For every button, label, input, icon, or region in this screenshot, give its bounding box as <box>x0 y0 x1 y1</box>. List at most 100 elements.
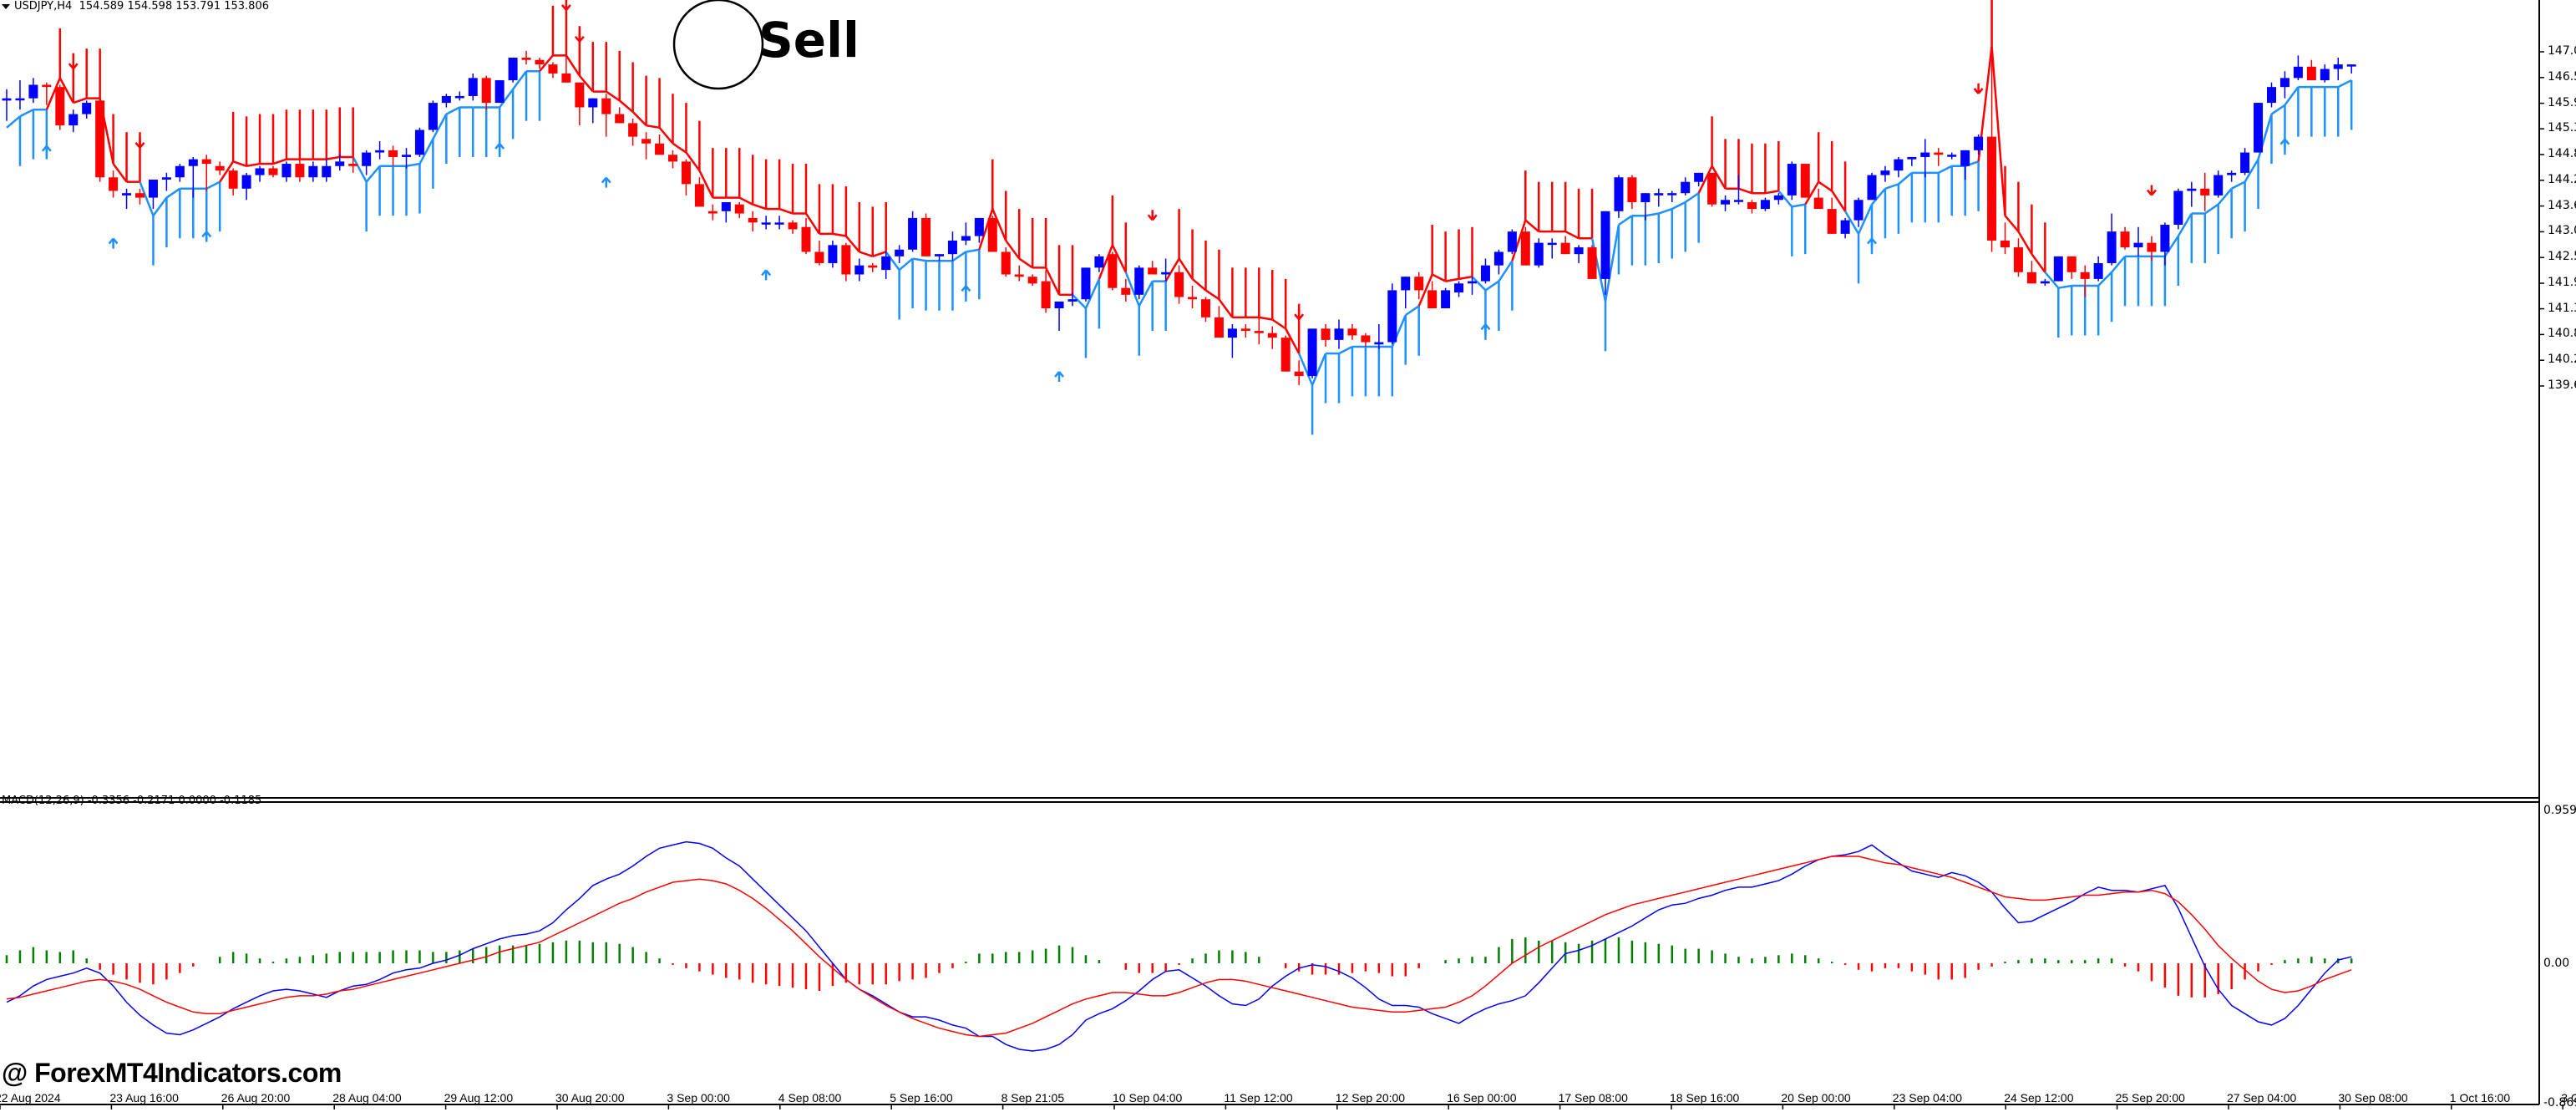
collapse-triangle-icon[interactable] <box>2 3 10 9</box>
candle-body[interactable] <box>2120 231 2130 248</box>
candle-body[interactable] <box>1707 172 1717 205</box>
candle-body[interactable] <box>1627 177 1637 202</box>
candle-body[interactable] <box>322 165 332 178</box>
candle-body[interactable] <box>201 159 211 165</box>
candle-body[interactable] <box>641 139 652 144</box>
candle-body[interactable] <box>1654 193 1664 195</box>
candle-body[interactable] <box>1974 136 1984 150</box>
candle-body[interactable] <box>1587 247 1597 279</box>
candle-body[interactable] <box>881 256 891 271</box>
candle-body[interactable] <box>15 98 25 101</box>
candle-body[interactable] <box>895 249 905 256</box>
candle-body[interactable] <box>82 103 92 114</box>
candle-body[interactable] <box>1987 136 1997 241</box>
candle-body[interactable] <box>2013 247 2023 272</box>
candle-body[interactable] <box>1254 331 1264 333</box>
candle-body[interactable] <box>561 73 571 83</box>
candle-body[interactable] <box>655 143 665 155</box>
candle-body[interactable] <box>362 152 372 166</box>
candle-body[interactable] <box>1667 193 1677 195</box>
candle-body[interactable] <box>135 193 145 198</box>
candle-body[interactable] <box>1441 290 1451 309</box>
candle-body[interactable] <box>1934 152 1944 155</box>
candle-body[interactable] <box>1201 299 1210 317</box>
candle-body[interactable] <box>1773 195 1783 201</box>
candle-body[interactable] <box>268 168 278 175</box>
candle-body[interactable] <box>2267 87 2276 104</box>
candle-body[interactable] <box>2053 256 2063 282</box>
candle-body[interactable] <box>814 251 824 263</box>
candle-body[interactable] <box>2333 64 2343 69</box>
candle-body[interactable] <box>375 150 385 153</box>
candle-body[interactable] <box>2026 272 2036 284</box>
candle-body[interactable] <box>987 217 997 252</box>
candle-body[interactable] <box>2133 242 2143 248</box>
candle-body[interactable] <box>481 78 491 104</box>
candle-body[interactable] <box>1347 328 1357 336</box>
candle-body[interactable] <box>947 240 957 255</box>
candle-body[interactable] <box>1507 231 1517 252</box>
candle-body[interactable] <box>774 222 784 225</box>
candle-body[interactable] <box>2279 78 2289 88</box>
candle-body[interactable] <box>908 217 918 250</box>
candle-body[interactable] <box>1600 211 1610 279</box>
candle-body[interactable] <box>1520 231 1530 266</box>
candle-body[interactable] <box>441 95 451 104</box>
candle-body[interactable] <box>122 193 132 195</box>
candle-body[interactable] <box>1747 202 1757 210</box>
candle-body[interactable] <box>1827 209 1837 234</box>
candle-body[interactable] <box>961 236 971 241</box>
candle-body[interactable] <box>2240 152 2250 173</box>
candle-body[interactable] <box>601 98 611 114</box>
candle-body[interactable] <box>2346 64 2356 67</box>
candle-body[interactable] <box>1307 328 1317 377</box>
candle-body[interactable] <box>1014 274 1024 277</box>
candle-body[interactable] <box>2173 190 2183 226</box>
candle-body[interactable] <box>1267 333 1277 338</box>
candle-body[interactable] <box>1280 338 1291 372</box>
candle-body[interactable] <box>2213 175 2224 195</box>
candle-body[interactable] <box>28 84 38 99</box>
candle-body[interactable] <box>694 184 704 207</box>
candle-body[interactable] <box>255 168 265 175</box>
candle-body[interactable] <box>2040 281 2050 284</box>
candle-body[interactable] <box>95 100 105 178</box>
candle-body[interactable] <box>535 59 545 65</box>
candle-body[interactable] <box>1960 150 1970 166</box>
candle-body[interactable] <box>734 204 744 214</box>
candle-body[interactable] <box>348 164 358 166</box>
candle-body[interactable] <box>1853 200 1864 221</box>
candle-body[interactable] <box>1294 371 1304 377</box>
candle-body[interactable] <box>1027 277 1037 284</box>
candle-body[interactable] <box>468 78 478 96</box>
candle-body[interactable] <box>2093 262 2103 279</box>
candle-body[interactable] <box>868 265 878 268</box>
candle-body[interactable] <box>42 84 52 88</box>
candle-body[interactable] <box>588 98 598 108</box>
candle-body[interactable] <box>1054 301 1064 309</box>
candle-body[interactable] <box>1560 242 1570 255</box>
candle-body[interactable] <box>241 175 251 189</box>
candle-body[interactable] <box>1614 177 1624 211</box>
candle-body[interactable] <box>681 161 691 185</box>
candle-body[interactable] <box>1361 335 1371 343</box>
candle-body[interactable] <box>109 177 119 191</box>
candle-body[interactable] <box>1041 281 1051 309</box>
candle-body[interactable] <box>921 217 931 256</box>
candle-body[interactable] <box>2227 172 2237 175</box>
candle-body[interactable] <box>1493 251 1504 266</box>
candle-body[interactable] <box>748 217 758 223</box>
candle-body[interactable] <box>188 159 198 166</box>
candle-body[interactable] <box>1480 265 1490 282</box>
candle-body[interactable] <box>2187 188 2197 191</box>
candle-body[interactable] <box>1800 164 1810 198</box>
candle-body[interactable] <box>935 254 944 256</box>
candle-body[interactable] <box>215 165 225 171</box>
candle-body[interactable] <box>228 170 238 189</box>
candle-body[interactable] <box>2320 69 2330 81</box>
candle-body[interactable] <box>615 114 625 124</box>
candle-body[interactable] <box>1920 152 1930 157</box>
candle-body[interactable] <box>494 80 505 104</box>
candle-body[interactable] <box>1174 272 1184 297</box>
